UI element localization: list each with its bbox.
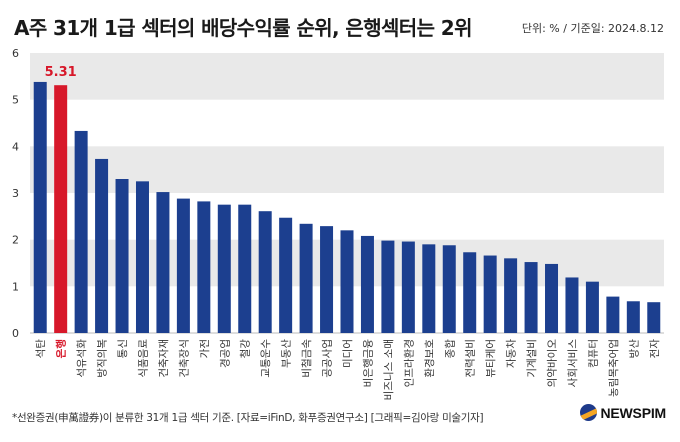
x-tick-label: 석탄 — [35, 339, 47, 359]
bar — [524, 262, 538, 333]
x-tick-label: 비은행금융 — [362, 339, 374, 388]
y-tick-label: 2 — [12, 234, 19, 247]
bar-chart: 0 1 2 3 4 5 6 석탄 은행 석유석화 방직의복 통신 식품음료 건축자재 건축장식 가전 경공업 철… — [12, 47, 664, 400]
y-axis: 0 1 2 3 4 5 6 — [12, 47, 19, 340]
x-tick-label: 전자 — [649, 339, 661, 359]
x-tick-label: 전력설비 — [465, 339, 477, 378]
x-tick-label: 교통운수 — [260, 339, 272, 378]
x-tick-label: 농림목축어업 — [607, 339, 620, 397]
bar — [197, 201, 211, 333]
x-tick-label: 부동산 — [281, 339, 293, 368]
newspim-logo-icon — [579, 404, 597, 421]
unit-note: 단위: % / 기준일: 2024.8.12 — [521, 22, 664, 35]
bar — [606, 296, 620, 333]
x-tick-label: 자동차 — [506, 339, 518, 368]
bar — [340, 230, 354, 333]
x-tick-label: 뷰티케어 — [485, 339, 497, 378]
bar — [442, 245, 456, 333]
bars — [33, 81, 661, 333]
x-tick-label: 인프라환경 — [402, 339, 415, 387]
x-tick-label: 사회서비스 — [567, 339, 579, 388]
bar — [238, 204, 252, 333]
bar — [381, 240, 395, 333]
data-labels: 5.31 — [45, 65, 77, 80]
x-tick-label: 미디어 — [342, 339, 354, 368]
bar — [217, 204, 231, 333]
x-tick-label: 의약바이오 — [547, 339, 559, 388]
x-tick-label: 비철금속 — [301, 339, 313, 378]
bar — [176, 198, 190, 333]
x-tick-label: 종합 — [444, 339, 456, 359]
bar — [33, 81, 47, 333]
y-tick-label: 6 — [12, 47, 19, 60]
x-tick-label: 가전 — [199, 339, 211, 358]
bar — [504, 258, 518, 333]
bar — [565, 277, 579, 333]
bar — [320, 226, 334, 333]
bar — [422, 244, 436, 333]
bar — [95, 158, 109, 333]
x-tick-label: 통신 — [117, 339, 129, 358]
bar — [463, 252, 477, 333]
bar — [545, 263, 559, 333]
x-tick-label: 석유석화 — [76, 339, 88, 378]
y-tick-label: 5 — [12, 94, 19, 107]
x-tick-label: 경공업 — [218, 339, 231, 368]
chart-title: A주 31개 1급 섹터의 배당수익률 순위, 은행섹터는 2위 — [14, 16, 472, 40]
grid-band — [30, 53, 664, 100]
x-tick-label: 환경보호 — [423, 339, 436, 378]
bar — [279, 217, 293, 333]
bar — [647, 302, 661, 333]
x-axis-labels: 석탄 은행 석유석화 방직의복 통신 식품음료 건축자재 건축장식 가전 경공업 철강 교통운수 부동산… — [35, 339, 661, 400]
x-tick-label: 철강 — [240, 339, 252, 359]
bar — [585, 281, 599, 333]
x-tick-label: 건축자재 — [158, 339, 170, 378]
y-tick-label: 4 — [12, 140, 19, 153]
newspim-logo: NEWSPIM — [579, 404, 667, 421]
bar — [401, 241, 415, 333]
bar — [54, 85, 68, 333]
x-tick-label: 컴퓨터 — [587, 339, 599, 368]
grid-bands — [30, 53, 664, 334]
bar — [360, 235, 374, 333]
data-label: 5.31 — [45, 65, 77, 80]
grid-band — [30, 146, 664, 193]
bar — [156, 192, 170, 333]
x-tick-label: 방직의복 — [97, 339, 109, 378]
x-tick-label: 방산 — [628, 339, 640, 359]
bar — [299, 223, 313, 333]
y-tick-label: 1 — [12, 280, 19, 293]
bar — [135, 181, 149, 333]
x-tick-label: 공공사업 — [321, 339, 334, 378]
y-tick-label: 3 — [12, 187, 19, 200]
y-tick-label: 0 — [12, 327, 19, 340]
bar — [115, 179, 129, 333]
x-tick-label: 식품음료 — [137, 339, 149, 378]
bar — [258, 211, 272, 333]
x-tick-label: 기계설비 — [526, 339, 538, 378]
x-tick-label: 건축장식 — [178, 339, 190, 378]
bar — [74, 130, 88, 333]
bar — [626, 301, 640, 333]
bar — [483, 255, 497, 333]
brand-text: NEWSPIM — [600, 404, 667, 421]
footnote: *선완증권(申萬證券)이 분류한 31개 1급 섹터 기준. [자료=iFinD… — [12, 412, 484, 424]
x-tick-label: 은행 — [55, 339, 68, 358]
x-tick-label: 비즈니스 소매 — [383, 339, 395, 400]
